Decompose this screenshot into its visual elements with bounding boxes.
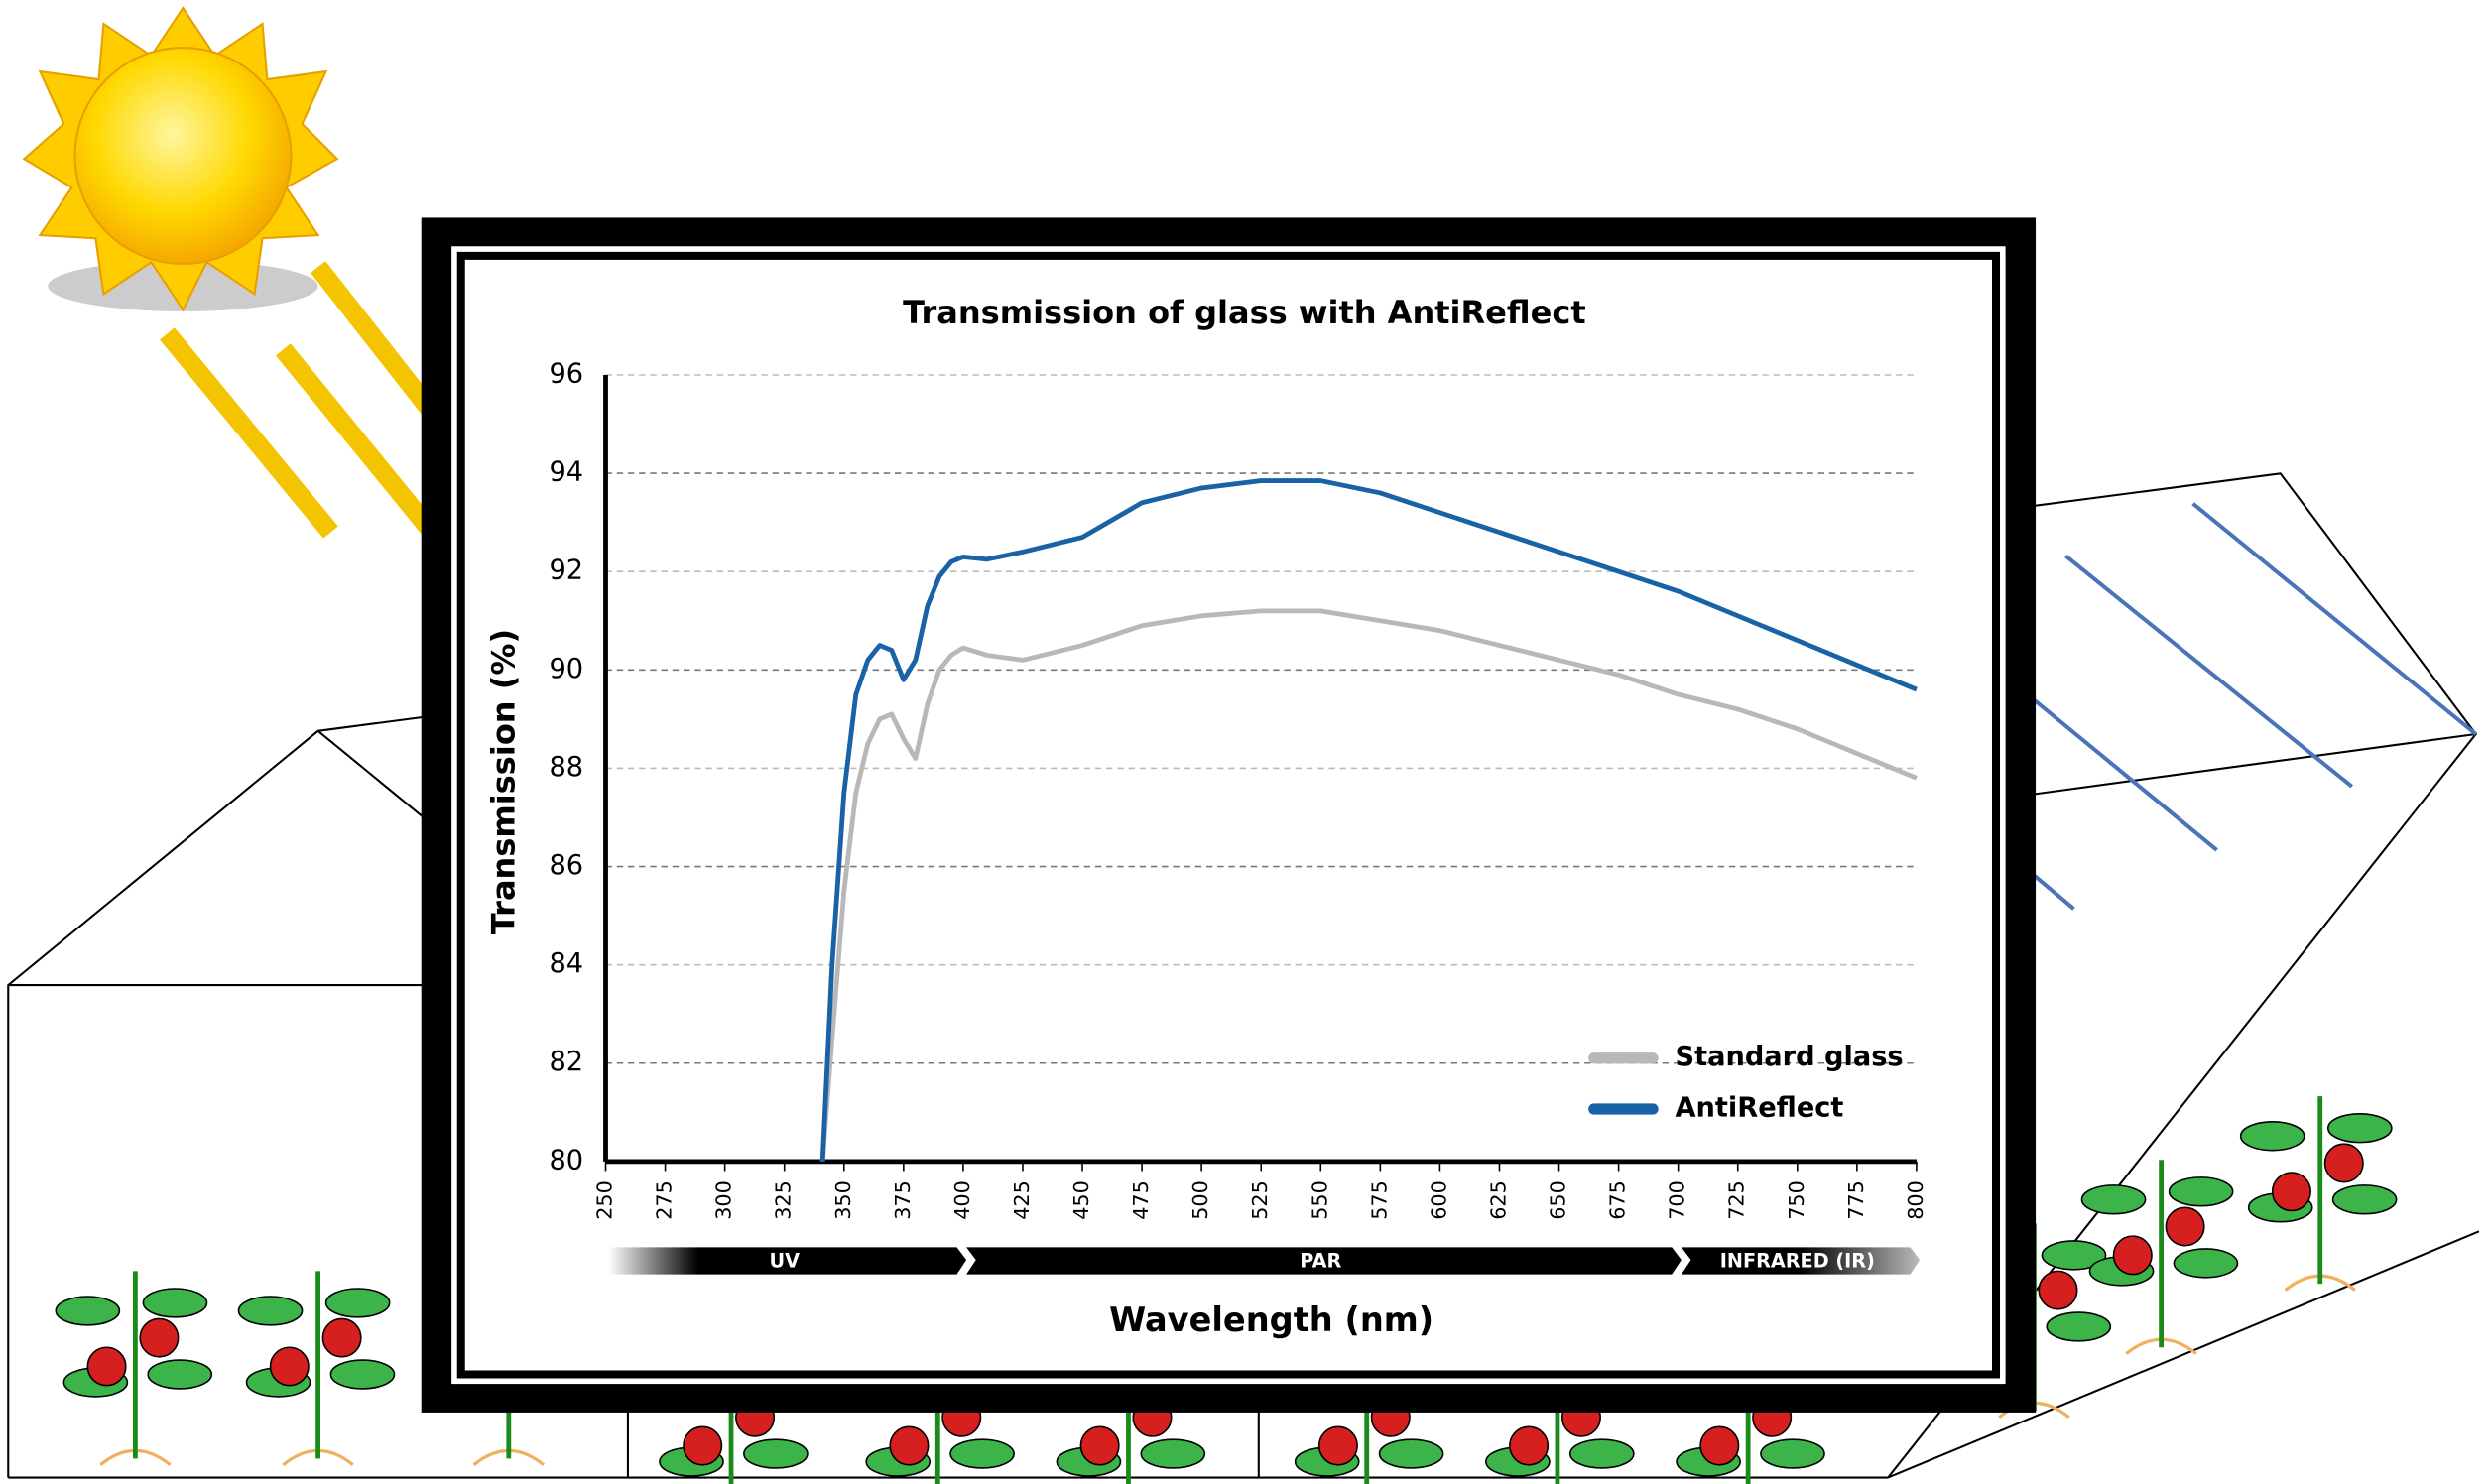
leaf — [743, 1438, 809, 1469]
band-label: UV — [769, 1249, 800, 1272]
tomato — [1317, 1425, 1358, 1466]
tomato — [321, 1317, 362, 1358]
leaf — [2326, 1113, 2393, 1144]
tomato — [889, 1425, 930, 1466]
leaf — [2173, 1248, 2239, 1279]
leaf — [324, 1288, 391, 1318]
y-tick-label: 88 — [549, 752, 583, 783]
tomato — [1699, 1425, 1740, 1466]
leaf — [1760, 1438, 1825, 1469]
y-tick-label: 82 — [549, 1047, 583, 1077]
tomato — [1079, 1425, 1120, 1466]
tomato — [2323, 1143, 2364, 1183]
band-label: INFRARED (IR) — [1720, 1249, 1875, 1272]
x-tick-label: 375 — [891, 1180, 915, 1220]
y-tick-label: 80 — [549, 1145, 583, 1175]
x-tick-label: 325 — [772, 1180, 796, 1220]
series-line — [819, 478, 1918, 1162]
leaf — [2168, 1176, 2234, 1207]
x-tick-label: 425 — [1010, 1180, 1034, 1220]
x-tick-label: 400 — [950, 1180, 974, 1220]
y-tick-label: 96 — [549, 359, 583, 390]
x-axis-label: Wavelength (nm) — [1109, 1300, 1433, 1339]
leaf — [1140, 1438, 1206, 1469]
leaf — [1378, 1438, 1444, 1469]
legend-label: AntiReflect — [1675, 1092, 1843, 1123]
band — [966, 1247, 1682, 1275]
tomato — [2038, 1270, 2078, 1310]
leaf — [2041, 1240, 2107, 1271]
x-tick-label: 775 — [1844, 1180, 1868, 1220]
tomato — [269, 1346, 310, 1387]
y-axis-label: Transmission (%) — [485, 629, 523, 934]
leaf — [1568, 1438, 1635, 1469]
tomato — [683, 1425, 723, 1466]
x-tick-label: 800 — [1904, 1180, 1928, 1220]
tomato — [2271, 1172, 2311, 1212]
x-tick-label: 275 — [653, 1180, 677, 1220]
y-tick-label: 84 — [549, 948, 583, 979]
leaf — [55, 1296, 121, 1326]
x-tick-label: 300 — [712, 1180, 736, 1220]
leaf — [2046, 1311, 2112, 1342]
x-tick-label: 700 — [1666, 1180, 1689, 1220]
band-label: PAR — [1300, 1249, 1341, 1272]
x-tick-label: 250 — [593, 1180, 617, 1220]
leaf — [147, 1359, 213, 1390]
x-tick-label: 550 — [1308, 1180, 1331, 1220]
y-tick-label: 86 — [549, 850, 583, 881]
x-tick-label: 600 — [1427, 1180, 1450, 1220]
x-tick-label: 750 — [1785, 1180, 1808, 1220]
leaf — [142, 1288, 208, 1318]
tomato — [86, 1346, 127, 1387]
x-tick-label: 525 — [1248, 1180, 1272, 1220]
leaf — [329, 1359, 396, 1390]
tomato — [1509, 1425, 1550, 1466]
leaf — [237, 1296, 304, 1326]
x-tick-label: 475 — [1129, 1180, 1153, 1220]
tomato — [139, 1317, 180, 1358]
x-tick-label: 725 — [1725, 1180, 1749, 1220]
chart-title: Transmission of glass with AntiReflect — [903, 294, 1585, 331]
x-tick-label: 350 — [831, 1180, 855, 1220]
tomato — [2165, 1206, 2205, 1247]
x-tick-label: 450 — [1069, 1180, 1093, 1220]
leaf — [2080, 1184, 2147, 1215]
y-tick-label: 94 — [549, 457, 583, 488]
legend-label: Standard glass — [1675, 1042, 1903, 1072]
y-tick-label: 90 — [549, 654, 583, 684]
leaf — [2331, 1184, 2398, 1215]
x-tick-label: 500 — [1188, 1180, 1212, 1220]
chart-panel — [456, 251, 2001, 1379]
leaf — [949, 1438, 1015, 1469]
x-tick-label: 625 — [1486, 1180, 1510, 1220]
tomato — [2112, 1235, 2153, 1276]
band — [1681, 1247, 1921, 1275]
band — [608, 1247, 967, 1275]
x-tick-label: 675 — [1606, 1180, 1630, 1220]
x-tick-label: 575 — [1367, 1180, 1391, 1220]
x-tick-label: 650 — [1547, 1180, 1570, 1220]
series-line — [819, 608, 1918, 1163]
leaf — [2239, 1121, 2305, 1152]
y-tick-label: 92 — [549, 556, 583, 586]
